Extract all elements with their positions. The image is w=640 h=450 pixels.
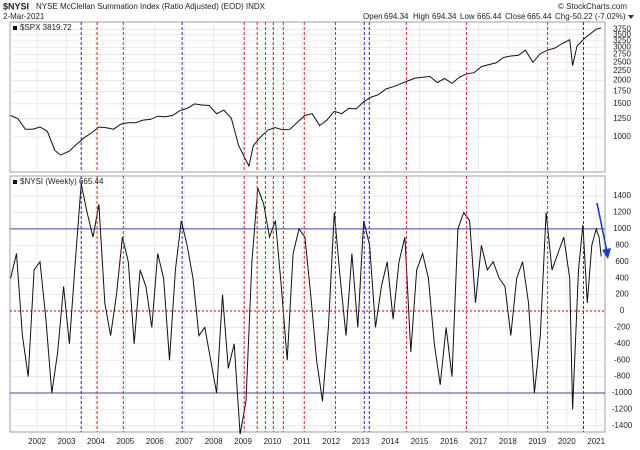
quote: Open 694.34 High 694.34 Low 665.44 Close… [363,12,634,21]
y-tick-label: 2250 [613,66,631,75]
y-tick-label: -600 [614,355,631,364]
x-tick-label: 2020 [558,437,576,446]
y-tick-label: -400 [614,339,631,348]
quote-label: High [413,12,429,21]
quote-value: 665.44 [477,12,502,21]
x-tick-label: 2009 [234,437,252,446]
y-tick-label: 800 [615,240,629,249]
symbol: $NYSI [3,1,29,11]
x-tick-label: 2018 [499,437,517,446]
x-tick-label: 2002 [28,437,46,446]
price-line [10,27,602,168]
y-tick-label: 0 [620,306,625,315]
quote-value: 694.34 [384,12,409,21]
y-tick-label: 3250 [613,36,631,45]
x-tick-label: 2021 [587,437,605,446]
y-tick-label: 200 [615,290,629,299]
quote-label: Low [460,12,475,21]
y-tick-label: 2750 [613,50,631,59]
quote-value: -50.22 (-7.02%) [570,12,626,21]
quote-value: 694.34 [432,12,457,21]
y-tick-label: 1400 [613,191,631,200]
watermark: © StockCharts.com [558,2,627,11]
annotation-arrowhead [602,248,611,259]
subtitle: NYSE McClellan Summation Index (Ratio Ad… [36,2,266,11]
annotation-arrow [596,202,608,253]
quote-label: Chg [555,12,570,21]
x-tick-label: 2011 [293,437,311,446]
y-tick-label: -1000 [612,388,633,397]
plot-frame [9,175,606,433]
quote-label: Close [505,12,526,21]
plot-frame [9,21,606,173]
y-tick-label: 3750 [613,24,631,33]
y-tick-label: 1000 [613,224,631,233]
x-tick-label: 2016 [440,437,458,446]
y-tick-label: -800 [614,372,631,381]
y-tick-label: -200 [614,322,631,331]
y-tick-label: 3500 [613,30,631,39]
date: 2-Mar-2021 [3,12,45,21]
x-tick-label: 2008 [205,437,223,446]
y-tick-label: -1400 [612,421,633,430]
price-line [10,183,602,435]
legend-label: $SPX 3819.72 [20,23,72,32]
quote-label: Open [363,12,383,21]
quote-value: 665.44 [527,12,552,21]
x-tick-label: 2010 [264,437,282,446]
y-tick-label: 1250 [613,114,631,123]
x-tick-label: 2017 [470,437,488,446]
y-tick-label: 1500 [613,99,631,108]
x-tick-label: 2006 [146,437,164,446]
x-tick-label: 2019 [528,437,546,446]
x-tick-label: 2007 [175,437,193,446]
legend-swatch [13,26,17,30]
y-tick-label: 1000 [613,132,631,141]
x-tick-label: 2013 [352,437,370,446]
x-tick-label: 2015 [411,437,429,446]
y-tick-label: -1200 [612,405,633,414]
x-tick-label: 2014 [381,437,399,446]
y-tick-label: 2000 [613,76,631,85]
y-tick-label: 1200 [613,208,631,217]
x-tick-label: 2004 [87,437,105,446]
x-tick-label: 2012 [322,437,340,446]
y-tick-label: 400 [615,273,629,282]
legend-label: $NYSI (Weekly) 665.44 [20,177,104,186]
down-arrow [628,15,634,19]
y-tick-label: 600 [615,257,629,266]
legend-swatch [13,180,17,184]
x-tick-label: 2003 [58,437,76,446]
y-tick-label: 2500 [613,57,631,66]
y-tick-label: 1750 [613,86,631,95]
y-tick-label: 3000 [613,43,631,52]
x-tick-label: 2005 [116,437,134,446]
